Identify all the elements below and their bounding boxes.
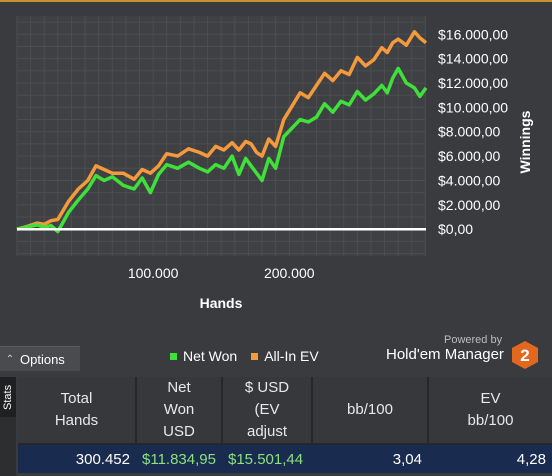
stats-table: Total Hands Net Won USD $ USD (EV adjust… — [18, 377, 552, 473]
series-line-all-in-ev — [16, 30, 428, 231]
legend-label: All-In EV — [264, 348, 319, 364]
legend-item-net-won[interactable]: Net Won — [170, 348, 237, 364]
winnings-graph: $16.000,00 $14.000,00 $12.000,00 $10.000,00… — [0, 2, 552, 342]
table-row[interactable]: 300.452 $11.834,95 $15.501,44 3,04 4,28 — [18, 443, 552, 473]
x-tick-label: 200.000 — [264, 265, 315, 281]
y-tick-label: $16.000,00 — [438, 26, 508, 42]
caret-up-icon: ⌃ — [5, 353, 15, 365]
header-total-hands[interactable]: Total Hands — [18, 377, 137, 444]
brand-name: Hold'em Manager — [386, 346, 504, 363]
cell-net-won-usd: $11.834,95 — [136, 443, 222, 473]
series-lines — [16, 30, 428, 234]
y-tick-label: $14.000,00 — [438, 51, 508, 67]
brand-badge-number: 2 — [520, 346, 529, 365]
winnings-chart-svg: $16.000,00 $14.000,00 $12.000,00 $10.000,00… — [16, 16, 533, 311]
legend-item-all-in-ev[interactable]: All-In EV — [251, 348, 319, 364]
y-tick-label: $10.000,00 — [438, 99, 508, 115]
options-toggle[interactable]: ⌃ Options — [0, 346, 80, 371]
stats-tab[interactable]: Stats — [0, 377, 16, 417]
legend-swatch-net-won — [170, 352, 177, 360]
x-tick-label: 100.000 — [128, 265, 179, 281]
header-bb-per-100[interactable]: bb/100 — [312, 377, 429, 444]
cell-total-hands: 300.452 — [18, 443, 136, 473]
header-net-won-usd[interactable]: Net Won USD — [136, 377, 223, 444]
y-tick-label: $4.000,00 — [438, 172, 500, 188]
x-axis-title: Hands — [200, 295, 243, 311]
options-label: Options — [20, 351, 65, 367]
header-ev-adjusted-usd[interactable]: $ USD (EV adjust — [222, 377, 313, 444]
x-tick-labels: 100.000 200.000 — [128, 265, 315, 281]
y-tick-label: $2.000,00 — [438, 197, 500, 213]
legend-swatch-all-in-ev — [251, 352, 259, 360]
grid-lines — [16, 16, 426, 256]
cell-ev-bb-per-100: 4,28 — [428, 443, 552, 473]
chart-legend: Net Won All-In EV — [170, 346, 333, 366]
top-accent-rule — [0, 0, 552, 2]
header-ev-bb-per-100[interactable]: EV bb/100 — [428, 377, 552, 444]
cell-bb-per-100: 3,04 — [312, 443, 428, 473]
powered-by-text: Powered by — [444, 334, 503, 346]
y-tick-labels: $16.000,00 $14.000,00 $12.000,00 $10.000,00… — [438, 26, 508, 237]
y-axis-title: Winnings — [517, 110, 533, 173]
y-tick-label: $8.000,00 — [438, 124, 500, 140]
series-line-net-won — [16, 66, 428, 234]
stats-header-row: Total Hands Net Won USD $ USD (EV adjust… — [18, 377, 552, 444]
holdem-manager-logo-icon: 2 — [512, 341, 538, 369]
legend-label: Net Won — [183, 348, 238, 364]
y-tick-label: $6.000,00 — [438, 148, 500, 164]
cell-ev-adjusted-usd: $15.501,44 — [222, 443, 312, 473]
y-tick-label: $0,00 — [438, 221, 473, 237]
y-tick-label: $12.000,00 — [438, 75, 508, 91]
